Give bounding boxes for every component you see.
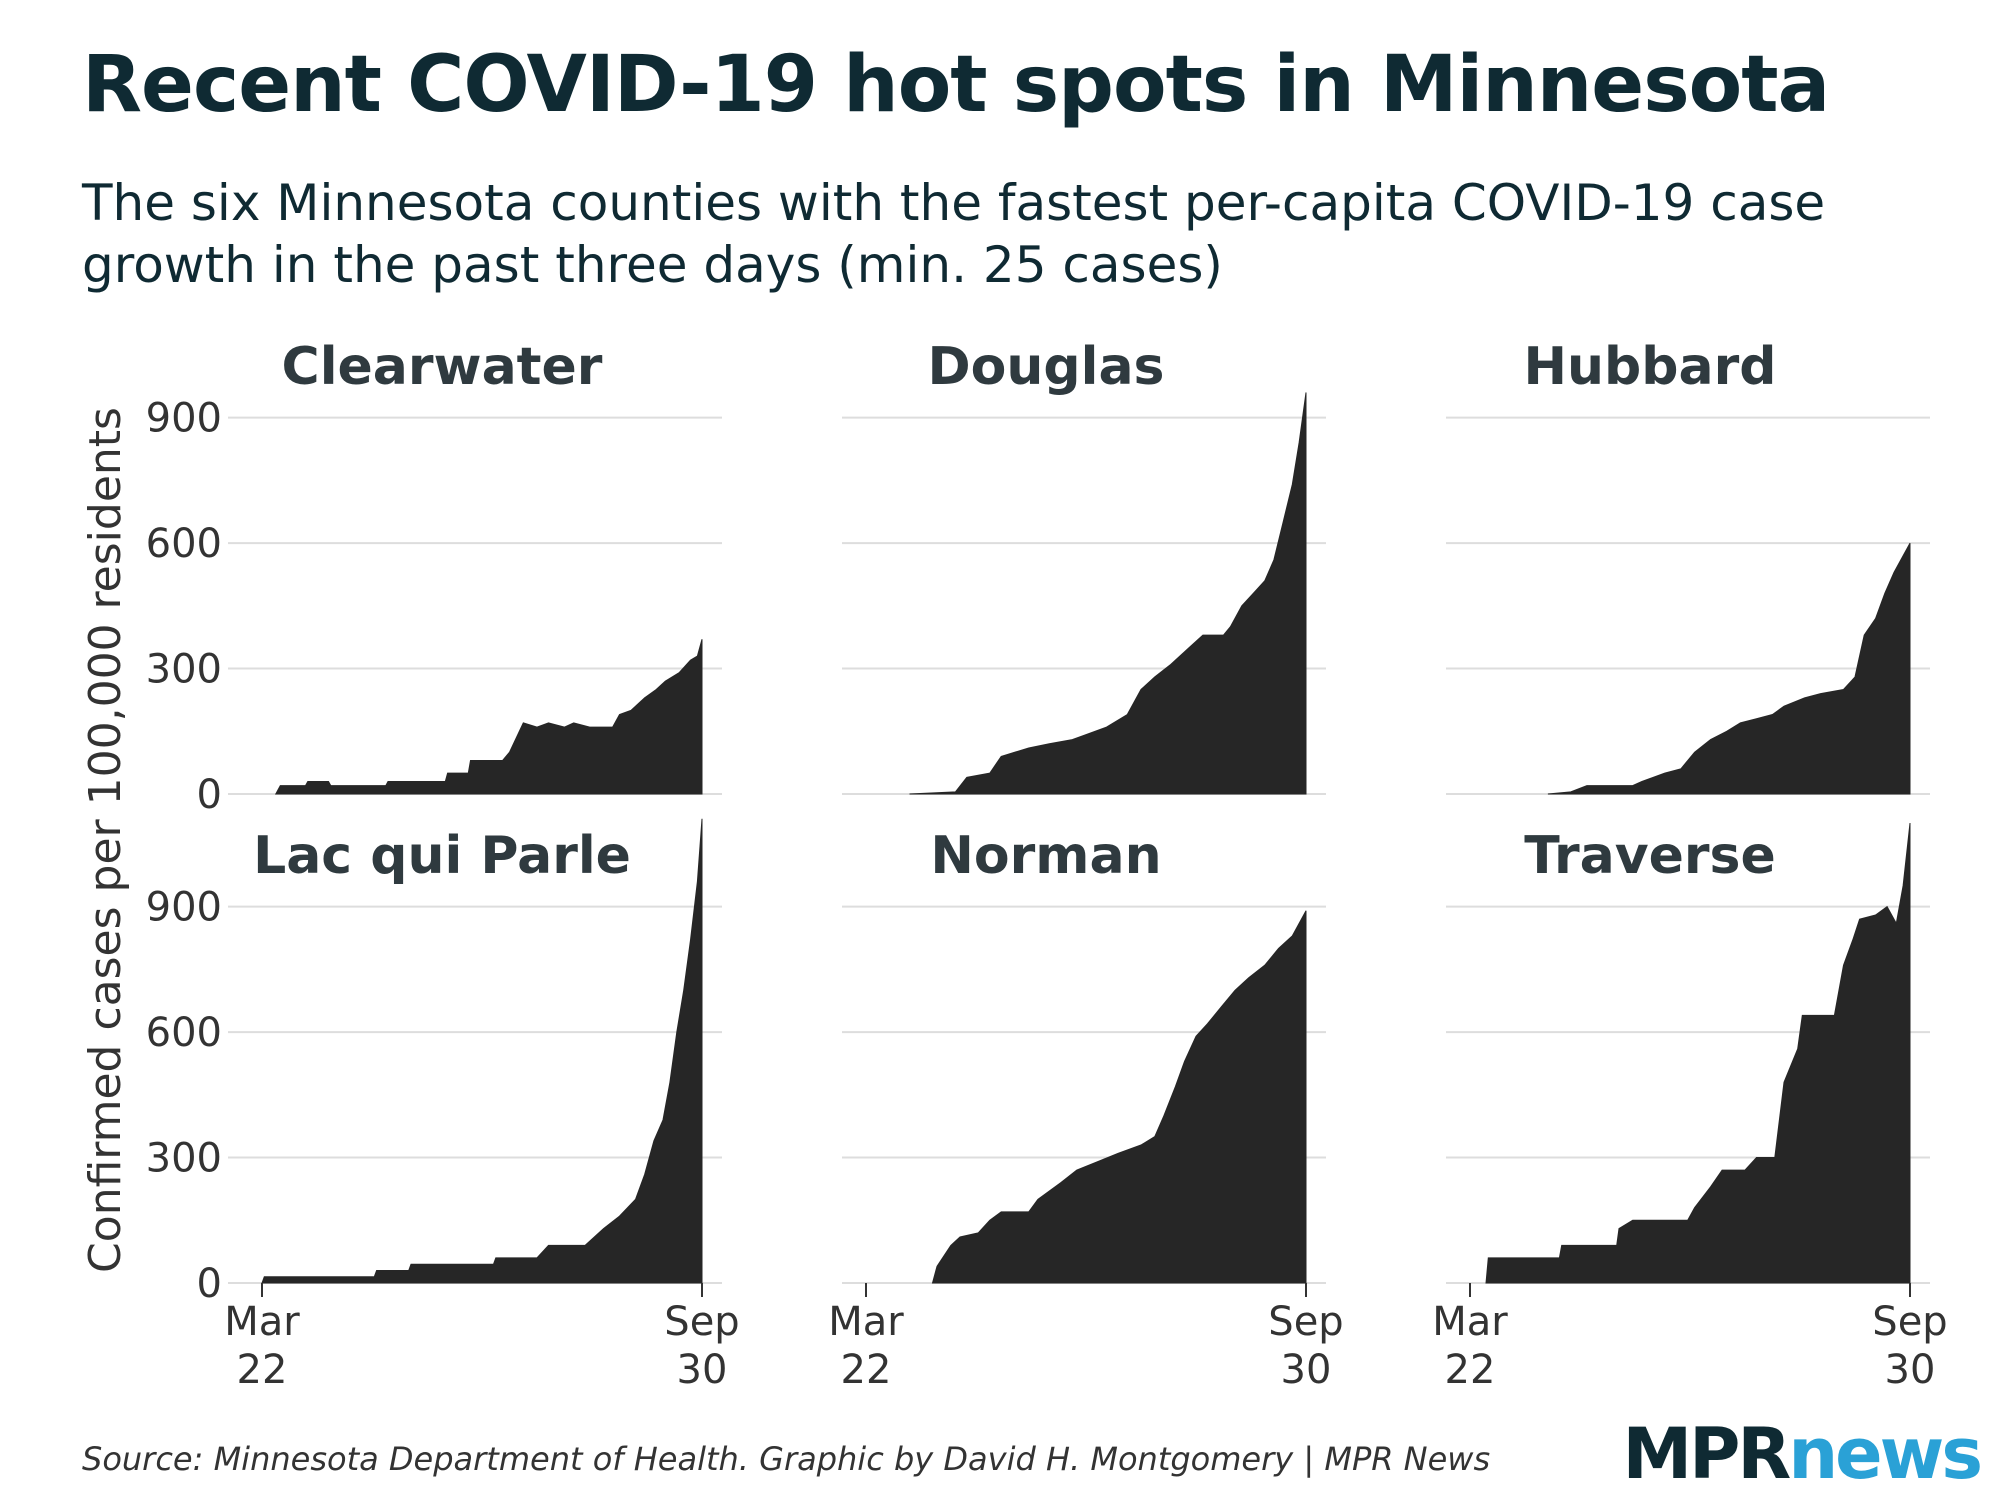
- area-series: [274, 639, 703, 795]
- x-tick-label: 30: [677, 1347, 728, 1393]
- panel-title: Lac qui Parle: [253, 826, 631, 886]
- area-series: [1547, 542, 1911, 795]
- logo-mpr-text: MPR: [1622, 1413, 1791, 1495]
- source-note: Source: Minnesota Department of Health. …: [82, 1440, 1491, 1478]
- panel-title: Traverse: [1524, 826, 1776, 886]
- y-tick-label: 300: [146, 647, 222, 693]
- y-tick-label: 0: [197, 1261, 222, 1307]
- x-tick-label: 30: [1885, 1347, 1936, 1393]
- x-tick-label: 30: [1281, 1347, 1332, 1393]
- x-tick-label: Sep: [664, 1299, 739, 1345]
- panel-title: Norman: [930, 826, 1161, 886]
- area-series: [1485, 822, 1911, 1284]
- y-tick-label: 300: [146, 1136, 222, 1182]
- x-tick-label: Sep: [1872, 1299, 1947, 1345]
- area-series: [261, 818, 703, 1284]
- x-tick-label: 22: [237, 1347, 288, 1393]
- x-tick-label: 22: [841, 1347, 892, 1393]
- x-tick-label: Mar: [1432, 1299, 1508, 1345]
- panel-title: Hubbard: [1524, 337, 1777, 397]
- x-tick-label: Mar: [828, 1299, 904, 1345]
- area-series: [931, 910, 1307, 1284]
- y-axis-label: Confirmed cases per 100,000 residents: [80, 407, 131, 1273]
- y-tick-label: 900: [146, 885, 222, 931]
- y-tick-label: 900: [146, 396, 222, 442]
- panel-title: Clearwater: [282, 337, 603, 397]
- y-tick-label: 600: [146, 1010, 222, 1056]
- y-tick-label: 0: [197, 772, 222, 818]
- mpr-news-logo: MPRnews: [1622, 1413, 1983, 1495]
- chart-title: Recent COVID-19 hot spots in Minnesota: [82, 40, 1830, 130]
- y-tick-label: 600: [146, 521, 222, 567]
- area-series: [909, 392, 1307, 795]
- logo-news-text: news: [1788, 1413, 1983, 1495]
- x-tick-label: Mar: [224, 1299, 300, 1345]
- panel-title: Douglas: [928, 337, 1165, 397]
- chart-subtitle: The six Minnesota counties with the fast…: [82, 174, 1826, 294]
- x-tick-label: Sep: [1268, 1299, 1343, 1345]
- x-tick-label: 22: [1445, 1347, 1496, 1393]
